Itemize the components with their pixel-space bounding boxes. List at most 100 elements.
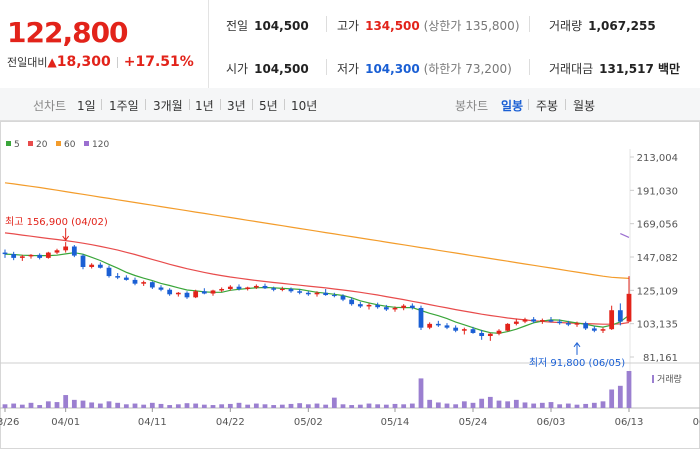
volume-bar bbox=[487, 396, 493, 408]
volume-bar bbox=[375, 404, 381, 408]
volume-bar bbox=[331, 397, 337, 408]
volume-bar bbox=[617, 385, 623, 408]
candle-body bbox=[617, 310, 623, 322]
price-stats: 전일 104,500 고가 134,500 (상한가 135,800) 거래량 1,0… bbox=[209, 0, 700, 88]
volume-bar bbox=[591, 402, 597, 408]
stat-label: 저가 bbox=[337, 62, 360, 76]
volume-bar bbox=[314, 403, 320, 408]
volume-bar bbox=[71, 399, 77, 408]
volume-bar bbox=[175, 404, 181, 408]
volume-bar bbox=[349, 405, 355, 408]
candle-body bbox=[427, 323, 433, 328]
volume-bar bbox=[505, 401, 511, 408]
candle-body bbox=[513, 321, 519, 324]
x-tick-label: 05/24 bbox=[459, 417, 488, 428]
volume-bar bbox=[193, 403, 199, 408]
volume-bar bbox=[37, 405, 43, 408]
volume-bar bbox=[340, 404, 346, 408]
volume-bar bbox=[184, 403, 190, 408]
candle-body bbox=[366, 304, 372, 307]
legend-swatch bbox=[6, 141, 11, 146]
candle-body bbox=[141, 282, 147, 284]
candle-body bbox=[531, 319, 537, 322]
stat-value: 104,500 bbox=[254, 62, 309, 76]
stat-label: 거래대금 bbox=[549, 62, 594, 76]
candle-body bbox=[557, 321, 563, 324]
candle-body bbox=[19, 256, 25, 258]
tab-weekly[interactable]: 주봉 bbox=[536, 99, 559, 113]
price-box: 122,800 전일대비▲18,300 +17.51% bbox=[0, 0, 209, 88]
candle-body bbox=[123, 277, 129, 280]
upper-limit: (상한가 135,800) bbox=[423, 19, 520, 33]
legend-label: 5 bbox=[14, 140, 20, 150]
candle-body bbox=[158, 287, 164, 290]
tab-3m[interactable]: 3개월 bbox=[153, 99, 183, 113]
volume-bar bbox=[453, 404, 459, 408]
volume-bar bbox=[210, 405, 216, 408]
ma20-line bbox=[4, 232, 630, 325]
divider bbox=[528, 99, 529, 110]
candle-body bbox=[288, 288, 294, 292]
candle-body bbox=[245, 287, 251, 289]
candle-chart-label: 봉차트 bbox=[455, 99, 489, 113]
candle-body bbox=[340, 295, 346, 300]
tab-3y[interactable]: 3년 bbox=[227, 99, 246, 113]
y-tick-label: 103,135 bbox=[637, 320, 678, 331]
volume-bar bbox=[409, 403, 415, 408]
ma120-line bbox=[620, 233, 630, 238]
line-chart-label: 선차트 bbox=[33, 99, 67, 113]
candle-body bbox=[2, 252, 8, 255]
volume-bar bbox=[539, 402, 545, 408]
legend-swatch bbox=[28, 141, 33, 146]
y-tick-label: 147,082 bbox=[637, 253, 678, 264]
volume-bar bbox=[219, 404, 225, 408]
tab-monthly[interactable]: 월봉 bbox=[573, 99, 596, 113]
candle-body bbox=[418, 307, 424, 328]
candle-body bbox=[71, 246, 77, 256]
up-arrow-icon: ▲ bbox=[47, 55, 57, 69]
tab-10y[interactable]: 10년 bbox=[291, 99, 318, 113]
candle-body bbox=[115, 276, 121, 278]
candle-body bbox=[253, 285, 259, 288]
stat-label: 고가 bbox=[337, 19, 360, 33]
candle-body bbox=[236, 286, 242, 289]
volume-bar bbox=[392, 403, 398, 408]
volume-bar bbox=[97, 403, 103, 408]
tab-1d[interactable]: 1일 bbox=[77, 99, 96, 113]
lower-limit: (하한가 73,200) bbox=[423, 62, 512, 76]
volume-bar bbox=[288, 403, 294, 408]
tab-1w[interactable]: 1주일 bbox=[109, 99, 139, 113]
change-amount: 18,300 bbox=[56, 54, 111, 70]
candle-body bbox=[496, 330, 502, 334]
ma60-line bbox=[4, 182, 630, 279]
candle-body bbox=[461, 329, 467, 331]
chart-tabs: 선차트 1일 1주일 3개월 1년 3년 5년 10년 봉차트 일봉 주봉 월봉 bbox=[0, 88, 700, 121]
volume-bar bbox=[123, 404, 129, 408]
candle-body bbox=[97, 264, 103, 268]
tab-daily[interactable]: 일봉 bbox=[501, 99, 524, 113]
candle-body bbox=[271, 288, 277, 290]
volume-bar bbox=[574, 404, 580, 408]
tab-5y[interactable]: 5년 bbox=[259, 99, 278, 113]
x-tick-label: 05/14 bbox=[381, 417, 410, 428]
y-tick-label: 125,109 bbox=[637, 286, 678, 297]
divider bbox=[529, 16, 530, 32]
volume-bar bbox=[115, 402, 121, 408]
price-chart: 5 20 60 120 213,004 191,030 169,056 147,082 125,… bbox=[0, 121, 700, 449]
stat-amount: 거래대금 131,517 백만 bbox=[549, 60, 680, 77]
legend-swatch bbox=[84, 141, 89, 146]
divider bbox=[145, 99, 146, 110]
stat-prev: 전일 104,500 bbox=[226, 17, 309, 34]
candle-body bbox=[331, 295, 337, 297]
volume-bar bbox=[479, 398, 485, 408]
candle-body bbox=[539, 320, 545, 322]
volume-bar bbox=[557, 404, 563, 408]
stock-summary: 122,800 전일대비▲18,300 +17.51% 전일 104,500 고가 1… bbox=[0, 0, 700, 89]
legend-label: 120 bbox=[92, 140, 109, 150]
chart-frame bbox=[0, 121, 700, 449]
high-annotation: 최고 156,900 (04/02) bbox=[5, 216, 108, 228]
candle-body bbox=[375, 304, 381, 308]
volume-bar bbox=[470, 402, 476, 408]
tab-1y[interactable]: 1년 bbox=[195, 99, 214, 113]
candle-body bbox=[487, 333, 493, 337]
